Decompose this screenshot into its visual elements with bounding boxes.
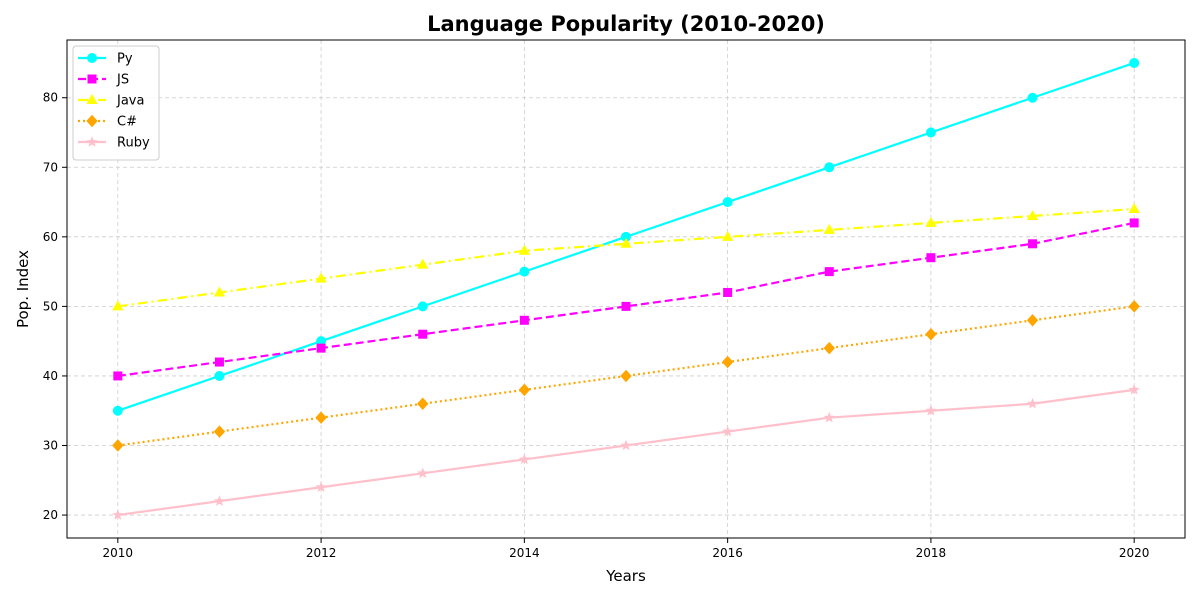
data-point — [418, 329, 428, 339]
data-point — [1028, 239, 1038, 249]
data-point — [113, 371, 123, 381]
data-point — [1129, 57, 1140, 68]
data-point — [315, 481, 327, 493]
legend-label: C# — [117, 115, 137, 130]
data-point — [213, 425, 226, 438]
y-tick-label: 80 — [43, 91, 58, 105]
series-ruby — [112, 383, 1140, 520]
x-tick-label: 2014 — [509, 546, 540, 560]
data-point — [926, 253, 936, 263]
series-js — [113, 218, 1139, 381]
data-point — [1026, 397, 1039, 409]
data-point — [518, 383, 531, 397]
y-tick-label: 20 — [43, 508, 58, 522]
data-point — [1026, 314, 1039, 327]
data-point — [519, 266, 530, 277]
series-line — [117, 207, 1135, 308]
data-point — [214, 370, 225, 381]
plot-frame — [66, 39, 1186, 539]
data-point — [315, 272, 327, 283]
data-point — [620, 439, 632, 451]
data-point — [1128, 202, 1140, 214]
data-point — [1128, 300, 1140, 313]
legend-item: Java — [78, 94, 144, 109]
data-point — [214, 357, 224, 367]
data-point — [417, 301, 428, 312]
legend-item: JS — [78, 73, 129, 88]
legend-marker — [87, 53, 97, 63]
legend-item: C# — [78, 115, 137, 130]
series-line — [117, 388, 1135, 517]
legend-label: JS — [116, 73, 129, 88]
data-point — [518, 244, 531, 255]
data-point — [925, 327, 937, 341]
series-layer — [112, 57, 1140, 520]
legend-label: Java — [116, 94, 144, 109]
legend-marker — [87, 74, 97, 84]
y-axis-label: Pop. Index — [14, 250, 32, 328]
data-point — [621, 301, 631, 311]
legend-marker — [86, 93, 98, 104]
y-tick-label: 30 — [43, 438, 58, 452]
data-point — [112, 509, 124, 520]
data-point — [417, 397, 429, 411]
y-tick-label: 60 — [43, 230, 58, 244]
series-line — [117, 305, 1135, 447]
x-axis: 2010 2012 2014 2016 2018 2020 — [103, 538, 1150, 560]
data-point — [721, 230, 734, 241]
legend-item: Ruby — [78, 136, 150, 151]
data-point — [824, 162, 835, 173]
y-axis: 20 30 40 50 60 70 80 — [43, 91, 67, 522]
legend-item: Py — [78, 52, 133, 67]
legend: Py JS Java C# Ruby — [72, 45, 160, 161]
data-point — [823, 411, 835, 423]
data-point — [925, 404, 937, 416]
data-point — [316, 343, 326, 353]
data-point — [722, 425, 734, 437]
x-tick-label: 2012 — [306, 546, 337, 560]
data-point — [417, 467, 429, 479]
series-csharp — [112, 300, 1140, 452]
data-point — [824, 267, 834, 277]
series-java — [112, 202, 1140, 311]
data-point — [1026, 209, 1039, 220]
x-tick-label: 2018 — [916, 546, 947, 560]
data-point — [213, 495, 226, 506]
grid — [67, 40, 1185, 538]
data-point — [620, 369, 632, 383]
x-tick-label: 2020 — [1119, 546, 1150, 560]
data-point — [723, 287, 733, 297]
chart-title: Language Popularity (2010-2020) — [427, 12, 825, 36]
x-axis-label: Years — [605, 567, 646, 585]
data-point — [925, 216, 937, 227]
data-point — [1027, 92, 1038, 103]
x-tick-label: 2010 — [103, 546, 134, 560]
legend-label: Py — [117, 52, 133, 67]
legend-marker — [86, 136, 98, 147]
data-point — [417, 258, 429, 269]
data-point — [722, 197, 733, 208]
y-tick-label: 70 — [43, 160, 58, 174]
data-point — [721, 355, 734, 369]
data-point — [315, 411, 327, 424]
data-point — [518, 453, 530, 465]
data-point — [1129, 218, 1139, 228]
data-point — [213, 286, 226, 297]
y-tick-label: 50 — [43, 299, 58, 313]
y-tick-label: 40 — [43, 369, 58, 383]
data-point — [925, 127, 936, 138]
data-point — [1128, 383, 1140, 395]
data-point — [823, 223, 835, 234]
data-point — [112, 405, 123, 416]
data-point — [112, 439, 124, 452]
x-tick-label: 2016 — [712, 546, 743, 560]
data-point — [823, 341, 835, 355]
legend-label: Ruby — [117, 136, 150, 151]
data-point — [112, 300, 124, 311]
legend-marker — [86, 114, 98, 128]
data-point — [519, 315, 529, 325]
data-point — [620, 237, 632, 248]
series-line — [117, 221, 1135, 378]
